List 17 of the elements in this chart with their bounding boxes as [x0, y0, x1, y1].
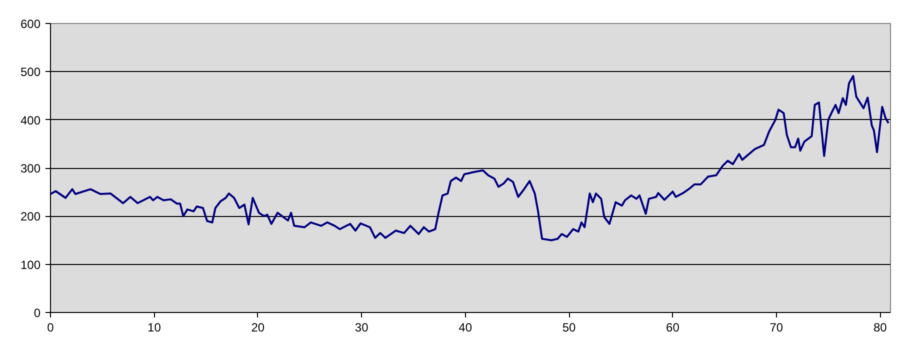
- y-tick-label: 600: [20, 17, 41, 31]
- y-tick-label: 200: [20, 210, 41, 224]
- y-tick-label: 500: [20, 65, 41, 80]
- y-tick-label: 100: [20, 258, 41, 272]
- x-tick-label: 80: [873, 320, 888, 334]
- x-tick-label: 50: [562, 320, 576, 334]
- x-tick-label: 20: [251, 320, 265, 334]
- x-tick-label: 30: [354, 320, 369, 334]
- x-tick-label: 10: [148, 320, 162, 334]
- x-tick-label: 60: [666, 320, 680, 334]
- x-tick-label: 70: [770, 320, 784, 334]
- y-tick-label: 300: [20, 162, 41, 176]
- line-series: [50, 75, 890, 242]
- x-tick-label: 40: [458, 320, 472, 334]
- x-tick-label: 0: [47, 320, 54, 334]
- y-tick-label: 400: [20, 113, 41, 128]
- y-tick-label: 0: [34, 306, 41, 320]
